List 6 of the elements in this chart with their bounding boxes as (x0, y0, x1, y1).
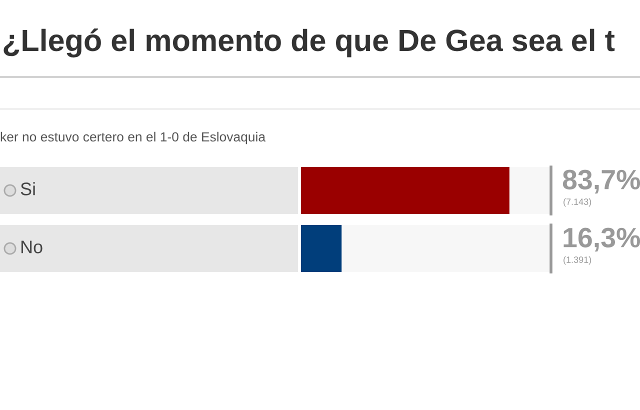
chart-title: ¿Llegó el momento de que De Gea sea el t (4, 28, 615, 58)
data-label: 83,7% (7.143) (562, 170, 640, 207)
text: ker no estuvo certero en el 1-0 de Eslovaquia (0, 132, 266, 144)
y-tick-label: Si (20, 182, 35, 196)
y-tick-label: No (21, 240, 42, 254)
data-label: 16,3% (1.391) (564, 228, 640, 265)
